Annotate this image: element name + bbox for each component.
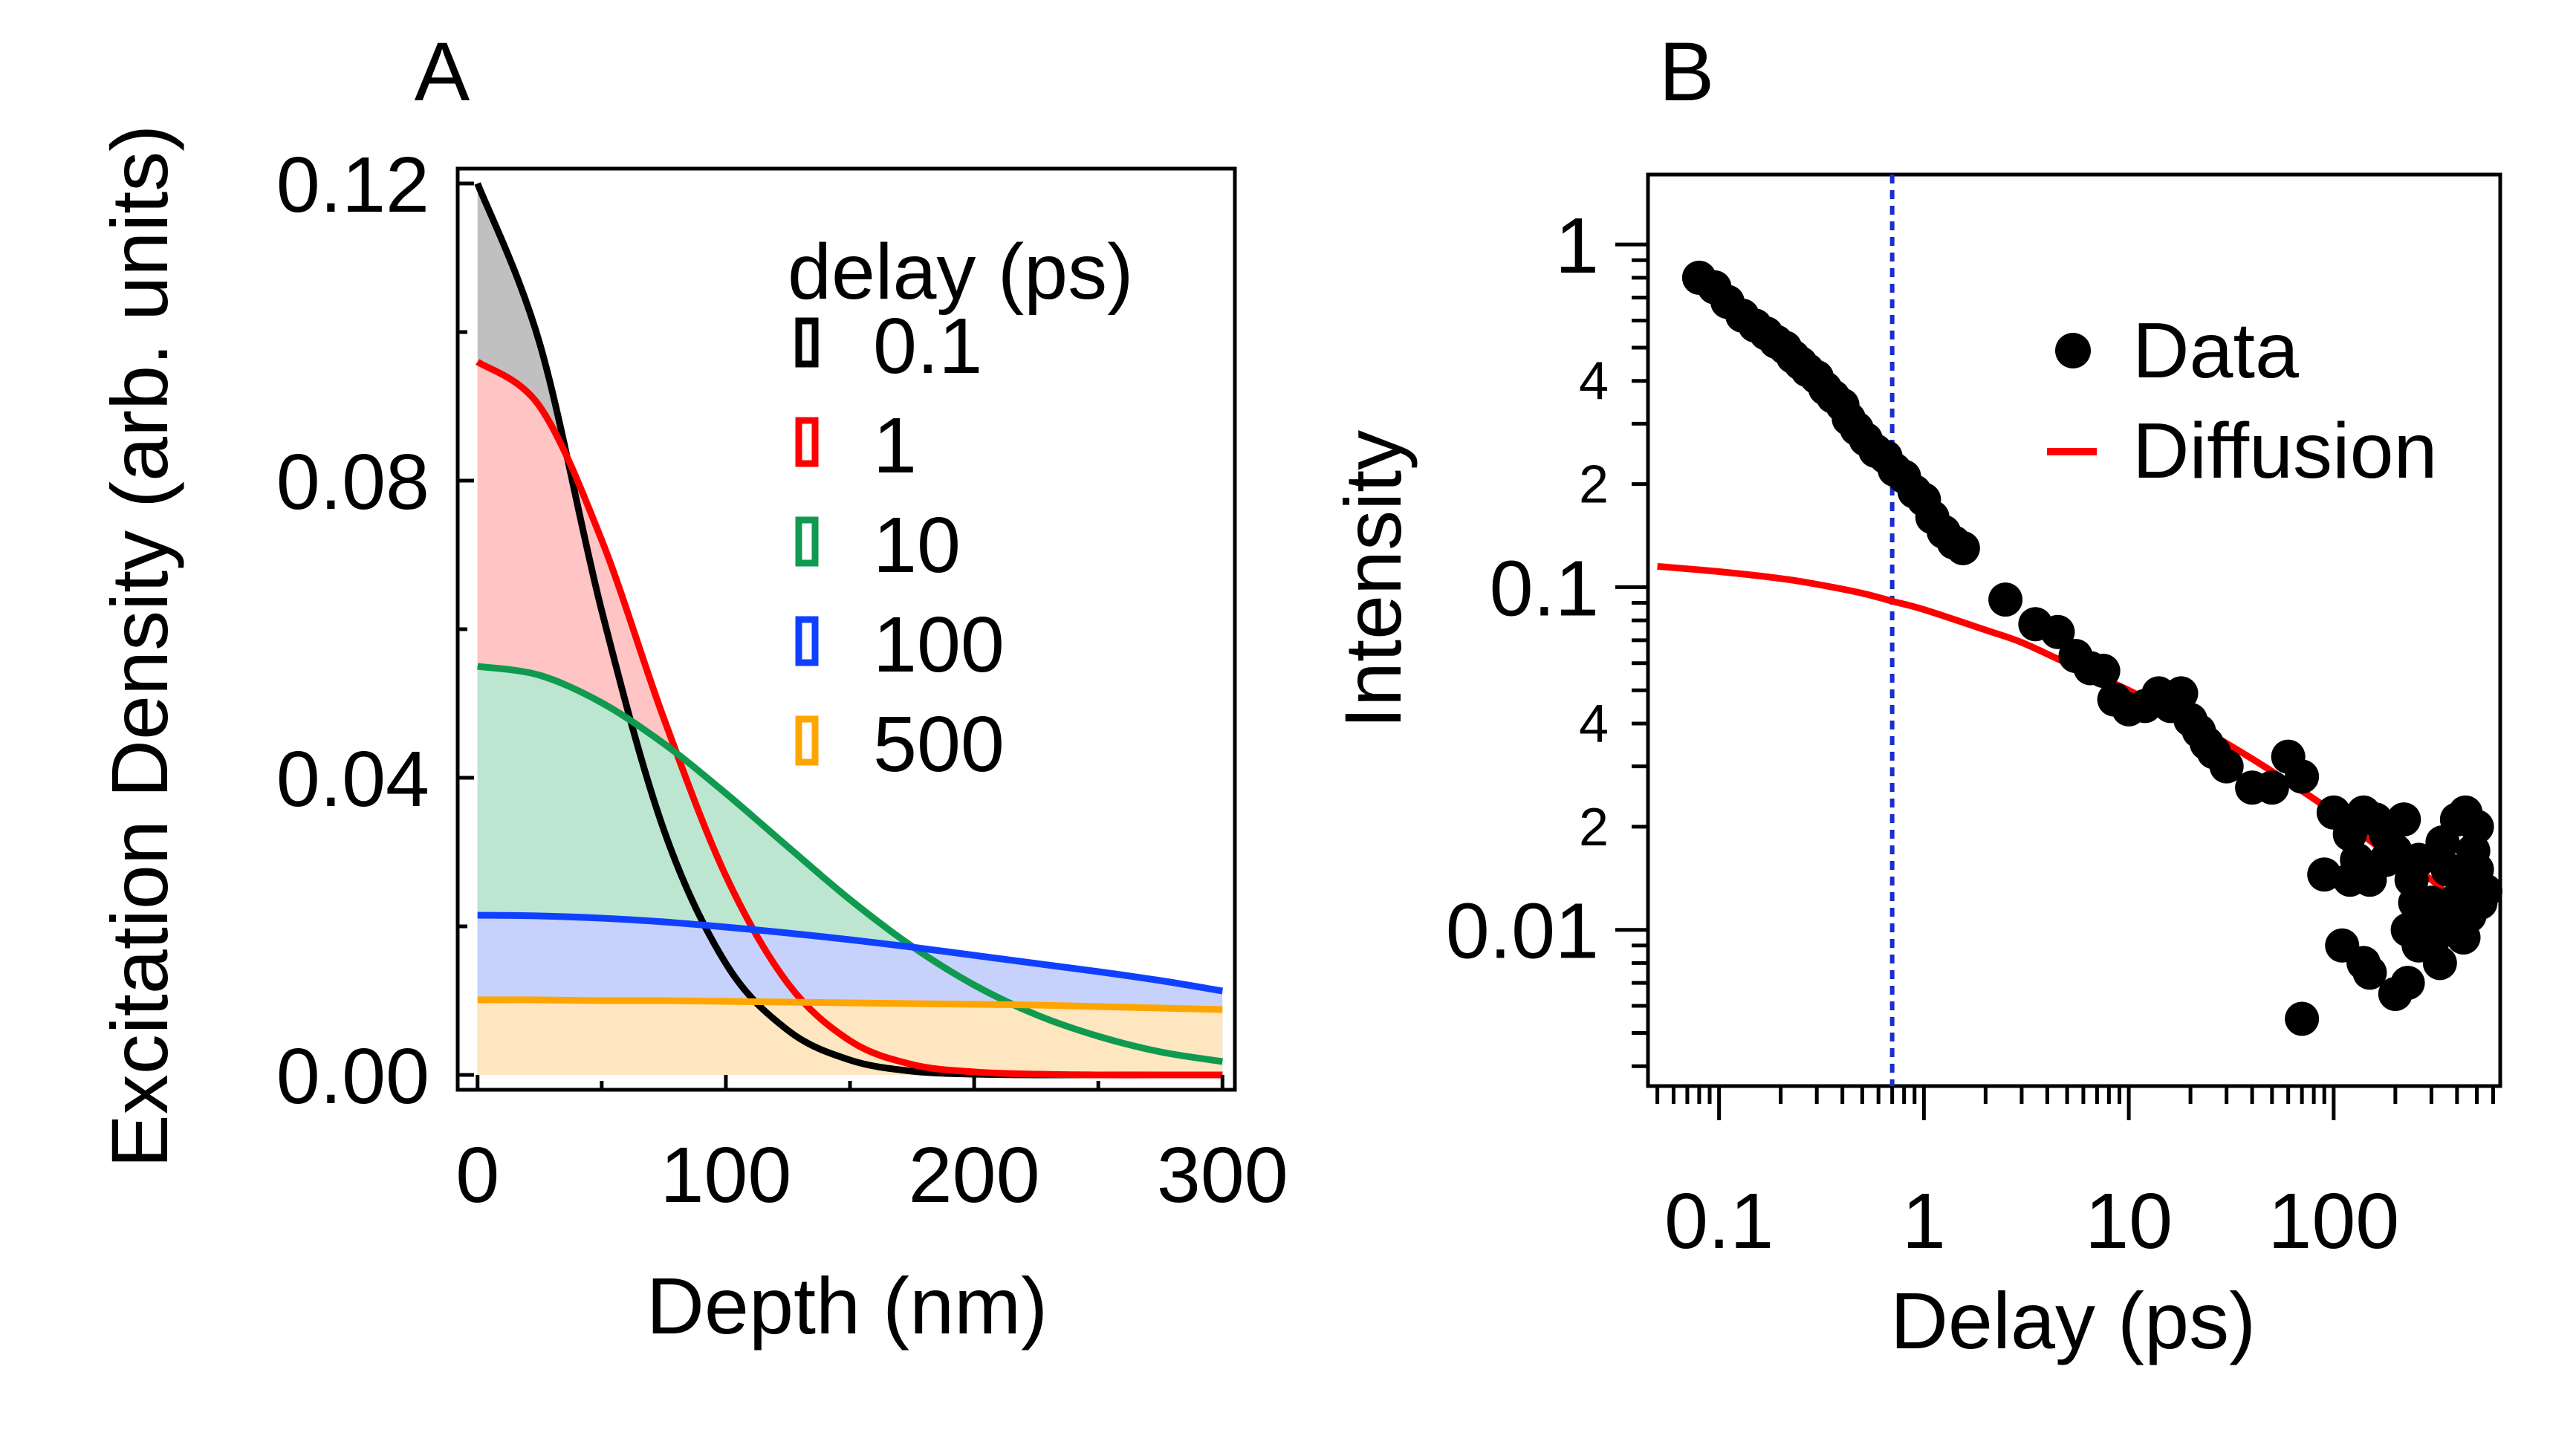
legend-marker-data [2055, 333, 2091, 368]
legend-label: 100 [873, 601, 1005, 689]
x-tick-label: 0 [455, 1131, 499, 1219]
panel-b-y-axis-label: Intensity [1328, 430, 1418, 729]
data-point [2414, 885, 2449, 920]
legend-swatch [795, 417, 819, 467]
data-point [2254, 770, 2289, 805]
data-point [2164, 676, 2199, 711]
line-delay-10 [477, 663, 1224, 1065]
y-tick-label: 0.04 [276, 735, 429, 823]
data-point [2439, 802, 2474, 837]
x-tick-label: 100 [660, 1131, 791, 1219]
panel-a-y-axis-label: Excitation Density (arb. units) [94, 125, 184, 1169]
panel-b-x-axis-label: Delay (ps) [1890, 1275, 2256, 1365]
data-point [2285, 1001, 2320, 1036]
data-point [1945, 530, 1980, 565]
legend-label: Data [2132, 307, 2299, 394]
legend-label: 10 [873, 501, 961, 589]
legend-swatch [795, 516, 819, 567]
y-tick-label: 0.00 [276, 1033, 429, 1120]
x-tick-label: 200 [909, 1131, 1040, 1219]
panel-a-legend: delay (ps) 0.1 1 10 100 500 [788, 228, 1133, 788]
x-tick-label: 100 [2268, 1177, 2399, 1265]
legend-label: 500 [873, 701, 1005, 788]
panel-b-legend: Data Diffusion [2047, 307, 2438, 495]
panel-b-y-ticks: 0.01 0.1 1 2 4 2 4 [1446, 202, 1648, 1068]
legend-label: 1 [873, 402, 917, 490]
legend-label: 0.1 [873, 302, 982, 390]
y-tick-label: 0.12 [276, 141, 429, 229]
data-point [2463, 885, 2498, 920]
y-minor-tick-label: 4 [1579, 352, 1609, 412]
y-minor-tick-label: 2 [1579, 798, 1609, 857]
y-minor-tick-label: 4 [1579, 695, 1609, 754]
data-point [2040, 614, 2075, 649]
data-point [1988, 582, 2023, 617]
panel-a-x-ticks: 0 100 200 300 [455, 1075, 1288, 1219]
data-point [2285, 759, 2320, 794]
data-point [2387, 802, 2421, 837]
y-tick-label: 1 [1555, 202, 1599, 290]
y-minor-tick-label: 2 [1579, 455, 1609, 515]
panel-b-frame [1646, 172, 2502, 1088]
y-tick-label: 0.08 [276, 438, 429, 526]
panel-b-x-ticks: 0.1 1 10 100 [1655, 1086, 2495, 1265]
y-tick-label: 0.1 [1490, 545, 1599, 632]
panel-b: B 0.1 1 10 100 0.01 0.1 1 2 4 2 4 Delay (ps) Inte… [1328, 25, 2502, 1365]
legend-swatch [795, 317, 819, 368]
y-tick-label: 0.01 [1446, 888, 1599, 975]
data-point [2401, 842, 2436, 877]
data-point [2390, 912, 2425, 947]
panel-a-x-axis-label: Depth (nm) [646, 1261, 1048, 1351]
data-point [2086, 654, 2121, 689]
data-point [2209, 749, 2244, 784]
data-point [2422, 946, 2457, 981]
legend-label: Diffusion [2132, 407, 2438, 495]
data-point [2369, 842, 2404, 877]
line-delay-500 [477, 996, 1223, 1013]
line-delay-1 [476, 359, 1223, 1079]
data-point [2307, 857, 2342, 892]
x-tick-label: 0.1 [1664, 1177, 1774, 1265]
data-point [2446, 920, 2481, 955]
line-delay-100 [477, 911, 1224, 995]
panel-b-data-points [1681, 260, 2502, 1036]
panel-a-label: A [415, 25, 470, 118]
legend-swatch [795, 715, 819, 766]
x-tick-label: 300 [1157, 1131, 1288, 1219]
data-point [2459, 852, 2494, 887]
x-tick-label: 1 [1902, 1177, 1946, 1265]
panel-a-y-ticks: 0.00 0.04 0.08 0.12 [276, 141, 474, 1120]
x-tick-label: 10 [2085, 1177, 2173, 1265]
panel-b-label: B [1659, 25, 1715, 118]
panel-a-legend-title: delay (ps) [788, 228, 1133, 316]
data-point [2390, 966, 2425, 1001]
panel-a-areas [477, 183, 1223, 1076]
panel-a: A 0 100 200 300 0.00 0.04 0.08 0.12 Depth (nm)… [94, 25, 1288, 1351]
legend-swatch [795, 616, 819, 666]
data-point [2346, 946, 2381, 981]
panel-a-lines [474, 182, 1224, 1079]
